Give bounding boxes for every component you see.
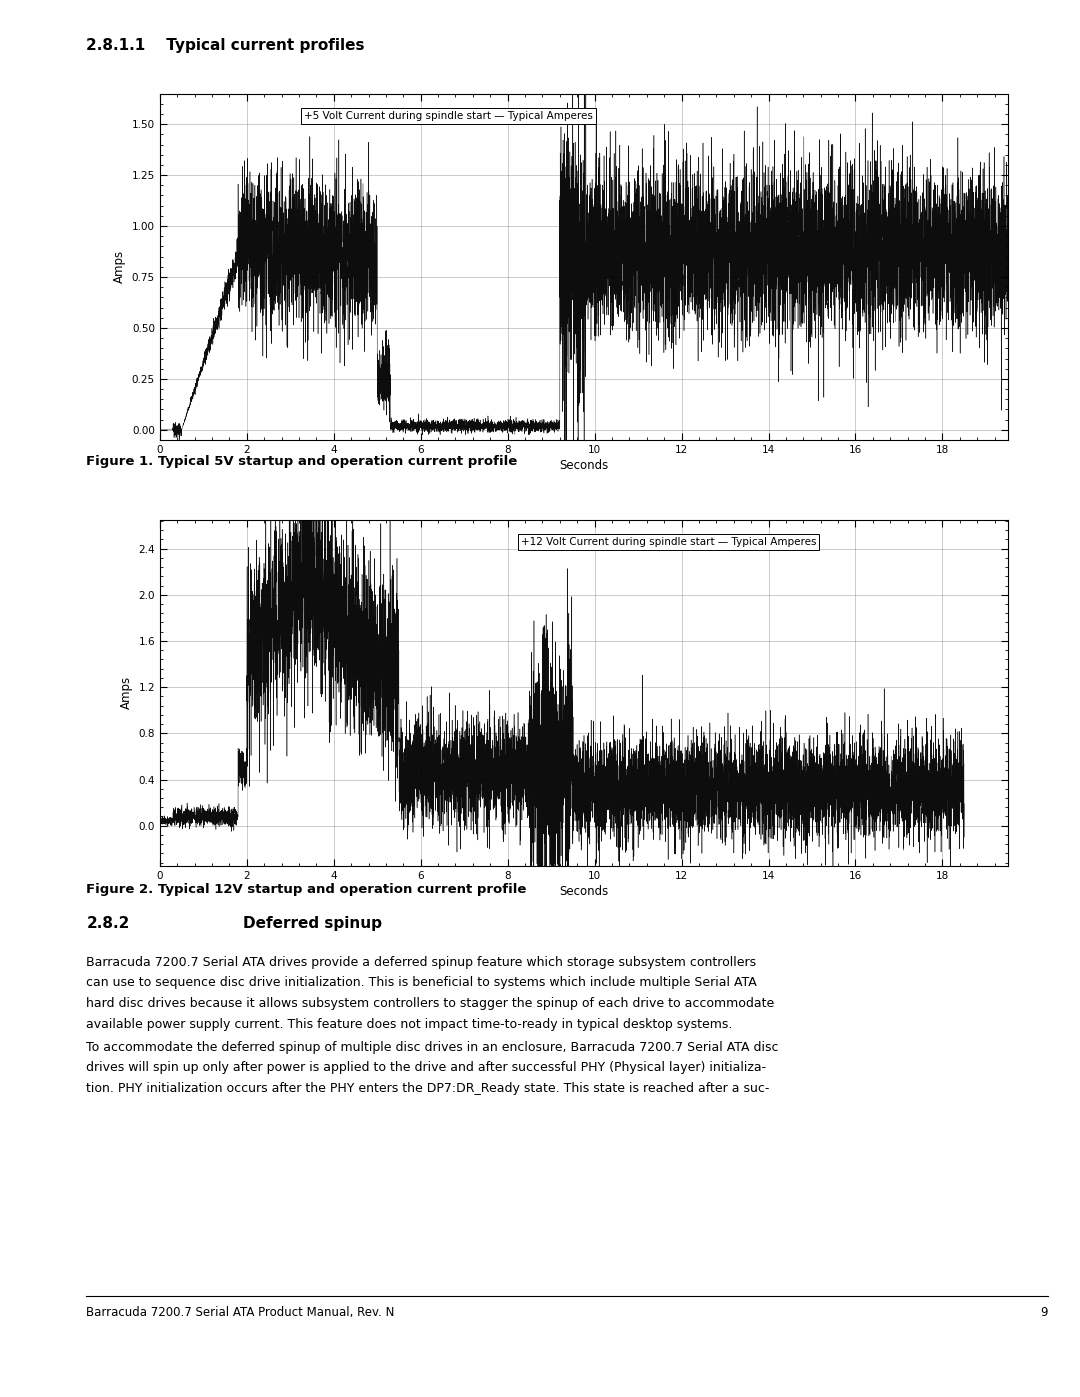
Text: Barracuda 7200.7 Serial ATA Product Manual, Rev. N: Barracuda 7200.7 Serial ATA Product Manu… xyxy=(86,1306,395,1319)
Text: hard disc drives because it allows subsystem controllers to stagger the spinup o: hard disc drives because it allows subsy… xyxy=(86,997,774,1010)
Text: can use to sequence disc drive initialization. This is beneficial to systems whi: can use to sequence disc drive initializ… xyxy=(86,977,757,989)
Y-axis label: Amps: Amps xyxy=(120,676,133,710)
Text: +12 Volt Current during spindle start — Typical Amperes: +12 Volt Current during spindle start — … xyxy=(521,536,816,548)
Text: available power supply current. This feature does not impact time-to-ready in ty: available power supply current. This fea… xyxy=(86,1017,732,1031)
Text: To accommodate the deferred spinup of multiple disc drives in an enclosure, Barr: To accommodate the deferred spinup of mu… xyxy=(86,1041,779,1053)
Text: Figure 1. Typical 5V startup and operation current profile: Figure 1. Typical 5V startup and operati… xyxy=(86,455,517,468)
Text: 2.8.1.1    Typical current profiles: 2.8.1.1 Typical current profiles xyxy=(86,38,365,53)
Text: Deferred spinup: Deferred spinup xyxy=(243,916,382,932)
Text: +5 Volt Current during spindle start — Typical Amperes: +5 Volt Current during spindle start — T… xyxy=(303,110,593,122)
Text: drives will spin up only after power is applied to the drive and after successfu: drives will spin up only after power is … xyxy=(86,1062,767,1074)
X-axis label: Seconds: Seconds xyxy=(559,460,608,472)
X-axis label: Seconds: Seconds xyxy=(559,886,608,898)
Text: Figure 2. Typical 12V startup and operation current profile: Figure 2. Typical 12V startup and operat… xyxy=(86,883,527,895)
Text: Barracuda 7200.7 Serial ATA drives provide a deferred spinup feature which stora: Barracuda 7200.7 Serial ATA drives provi… xyxy=(86,956,756,968)
Text: tion. PHY initialization occurs after the PHY enters the DP7:DR_Ready state. Thi: tion. PHY initialization occurs after th… xyxy=(86,1083,770,1095)
Text: 9: 9 xyxy=(1040,1306,1048,1319)
Y-axis label: Amps: Amps xyxy=(113,250,126,284)
Text: 2.8.2: 2.8.2 xyxy=(86,916,130,932)
